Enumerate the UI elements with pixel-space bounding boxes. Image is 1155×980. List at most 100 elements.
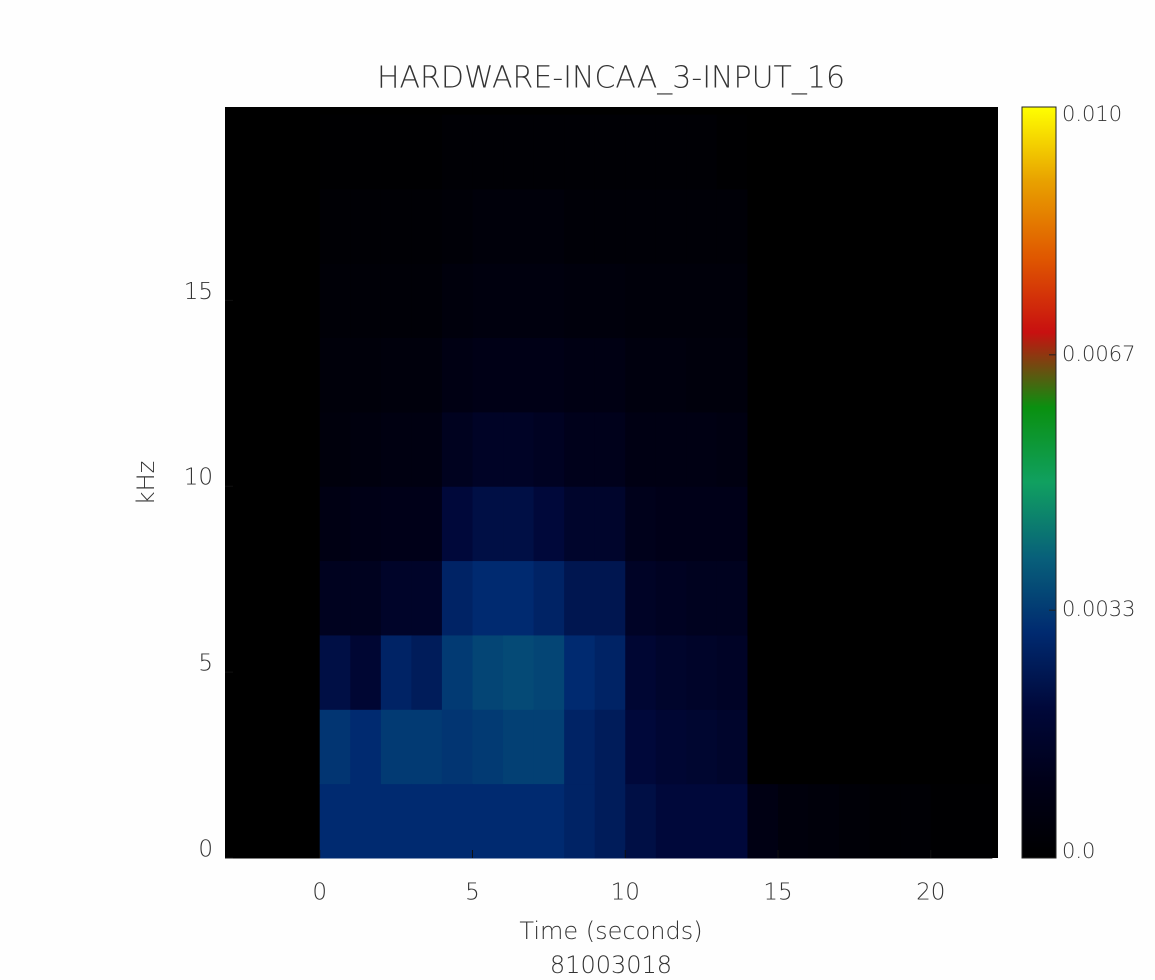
- heatmap-cell: [411, 634, 443, 710]
- heatmap-cell: [839, 709, 871, 785]
- heatmap-cell: [747, 263, 779, 339]
- heatmap-cell: [533, 411, 565, 487]
- heatmap-cell: [655, 486, 687, 562]
- heatmap-cell: [900, 411, 932, 487]
- heatmap-cell: [228, 114, 260, 190]
- heatmap-cell: [380, 337, 412, 413]
- heatmap-cell: [289, 560, 321, 636]
- heatmap-cell: [869, 783, 901, 859]
- heatmap-cell: [747, 114, 779, 190]
- heatmap-cell: [778, 486, 810, 562]
- heatmap-cell: [808, 114, 840, 190]
- heatmap-cell: [350, 486, 382, 562]
- heatmap-cell: [900, 709, 932, 785]
- heatmap-cell: [411, 337, 443, 413]
- heatmap-cell: [686, 188, 718, 264]
- heatmap-cell: [961, 783, 993, 859]
- heatmap-cell: [839, 188, 871, 264]
- heatmap-cell: [258, 486, 290, 562]
- heatmap-cell: [228, 411, 260, 487]
- heatmap-cell: [961, 486, 993, 562]
- heatmap-cell: [869, 709, 901, 785]
- heatmap-cell: [961, 263, 993, 339]
- heatmap-cell: [900, 263, 932, 339]
- heatmap-cell: [625, 783, 657, 859]
- heatmap-cell: [503, 263, 535, 339]
- heatmap-cell: [319, 486, 351, 562]
- heatmap-cell: [747, 634, 779, 710]
- heatmap-cell: [564, 634, 596, 710]
- heatmap-cell: [228, 486, 260, 562]
- heatmap-cell: [228, 560, 260, 636]
- heatmap-cell: [380, 560, 412, 636]
- heatmap: [228, 114, 993, 859]
- heatmap-cell: [472, 634, 504, 710]
- heatmap-cell: [778, 783, 810, 859]
- heatmap-cell: [655, 188, 687, 264]
- heatmap-cell: [625, 263, 657, 339]
- heatmap-cell: [686, 709, 718, 785]
- heatmap-cell: [808, 634, 840, 710]
- heatmap-cell: [869, 337, 901, 413]
- heatmap-cell: [441, 114, 473, 190]
- heatmap-cell: [289, 486, 321, 562]
- heatmap-cell: [228, 337, 260, 413]
- heatmap-cell: [472, 560, 504, 636]
- heatmap-cell: [289, 709, 321, 785]
- heatmap-cell: [930, 188, 962, 264]
- heatmap-cell: [869, 486, 901, 562]
- heatmap-cell: [716, 263, 748, 339]
- heatmap-cell: [716, 114, 748, 190]
- heatmap-cell: [319, 560, 351, 636]
- heatmap-cell: [472, 337, 504, 413]
- heatmap-cell: [319, 783, 351, 859]
- heatmap-cell: [808, 486, 840, 562]
- heatmap-cell: [441, 188, 473, 264]
- heatmap-cell: [289, 634, 321, 710]
- heatmap-cell: [625, 188, 657, 264]
- heatmap-cell: [961, 560, 993, 636]
- heatmap-cell: [869, 114, 901, 190]
- heatmap-cell: [503, 411, 535, 487]
- heatmap-cell: [533, 486, 565, 562]
- heatmap-cell: [747, 709, 779, 785]
- heatmap-cell: [411, 709, 443, 785]
- heatmap-cell: [778, 411, 810, 487]
- heatmap-cell: [411, 263, 443, 339]
- heatmap-cell: [930, 263, 962, 339]
- heatmap-cell: [686, 411, 718, 487]
- heatmap-cell: [228, 783, 260, 859]
- heatmap-cell: [869, 411, 901, 487]
- heatmap-cell: [472, 411, 504, 487]
- heatmap-cell: [258, 634, 290, 710]
- heatmap-cell: [533, 560, 565, 636]
- heatmap-cell: [808, 560, 840, 636]
- heatmap-cell: [716, 411, 748, 487]
- heatmap-cell: [747, 411, 779, 487]
- heatmap-cell: [350, 337, 382, 413]
- heatmap-cell: [930, 783, 962, 859]
- heatmap-cell: [839, 337, 871, 413]
- heatmap-cell: [930, 634, 962, 710]
- heatmap-cell: [289, 783, 321, 859]
- heatmap-cell: [839, 783, 871, 859]
- y-tick-label: 15: [184, 279, 213, 305]
- heatmap-cell: [503, 188, 535, 264]
- heatmap-cell: [900, 188, 932, 264]
- heatmap-cell: [380, 114, 412, 190]
- heatmap-cell: [655, 337, 687, 413]
- heatmap-cell: [778, 634, 810, 710]
- heatmap-cell: [747, 560, 779, 636]
- heatmap-cell: [258, 337, 290, 413]
- x-tick-label: 0: [312, 880, 327, 906]
- heatmap-cell: [380, 263, 412, 339]
- heatmap-cell: [625, 411, 657, 487]
- heatmap-cell: [594, 114, 626, 190]
- heatmap-cell: [594, 709, 626, 785]
- heatmap-cell: [930, 486, 962, 562]
- heatmap-cell: [808, 783, 840, 859]
- heatmap-cell: [594, 263, 626, 339]
- heatmap-cell: [350, 634, 382, 710]
